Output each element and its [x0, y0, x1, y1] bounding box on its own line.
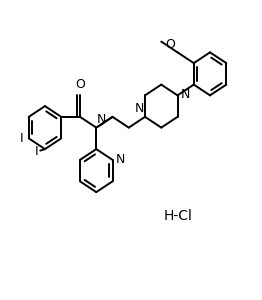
Text: I: I — [19, 132, 23, 145]
Text: O: O — [166, 38, 176, 51]
Text: N: N — [181, 88, 190, 101]
Text: N: N — [116, 153, 125, 167]
Text: O: O — [75, 78, 85, 91]
Text: H-Cl: H-Cl — [163, 209, 192, 223]
Text: I: I — [35, 145, 39, 158]
Text: N: N — [135, 102, 144, 116]
Text: N: N — [96, 113, 106, 126]
